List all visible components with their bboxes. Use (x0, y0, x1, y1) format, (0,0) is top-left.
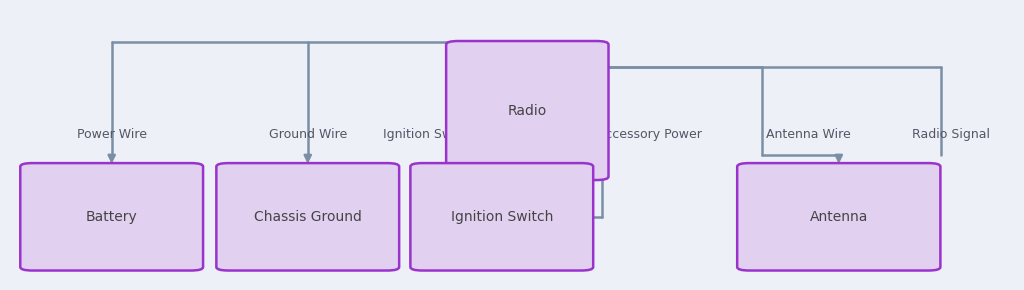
Text: Ground Wire: Ground Wire (268, 128, 347, 142)
FancyBboxPatch shape (737, 163, 940, 271)
Text: Antenna: Antenna (810, 210, 868, 224)
FancyBboxPatch shape (20, 163, 203, 271)
Text: Antenna Wire: Antenna Wire (766, 128, 851, 142)
Text: Chassis Ground: Chassis Ground (254, 210, 361, 224)
FancyBboxPatch shape (216, 163, 399, 271)
Text: Radio: Radio (508, 104, 547, 117)
Text: Accessory Power: Accessory Power (597, 128, 702, 142)
Text: Power Wire: Power Wire (77, 128, 146, 142)
Text: Ignition Switch Wire: Ignition Switch Wire (383, 128, 508, 142)
Text: Battery: Battery (86, 210, 137, 224)
Text: Ignition Switch: Ignition Switch (451, 210, 553, 224)
FancyBboxPatch shape (446, 41, 608, 180)
FancyBboxPatch shape (411, 163, 593, 271)
Text: Radio Signal: Radio Signal (912, 128, 990, 142)
